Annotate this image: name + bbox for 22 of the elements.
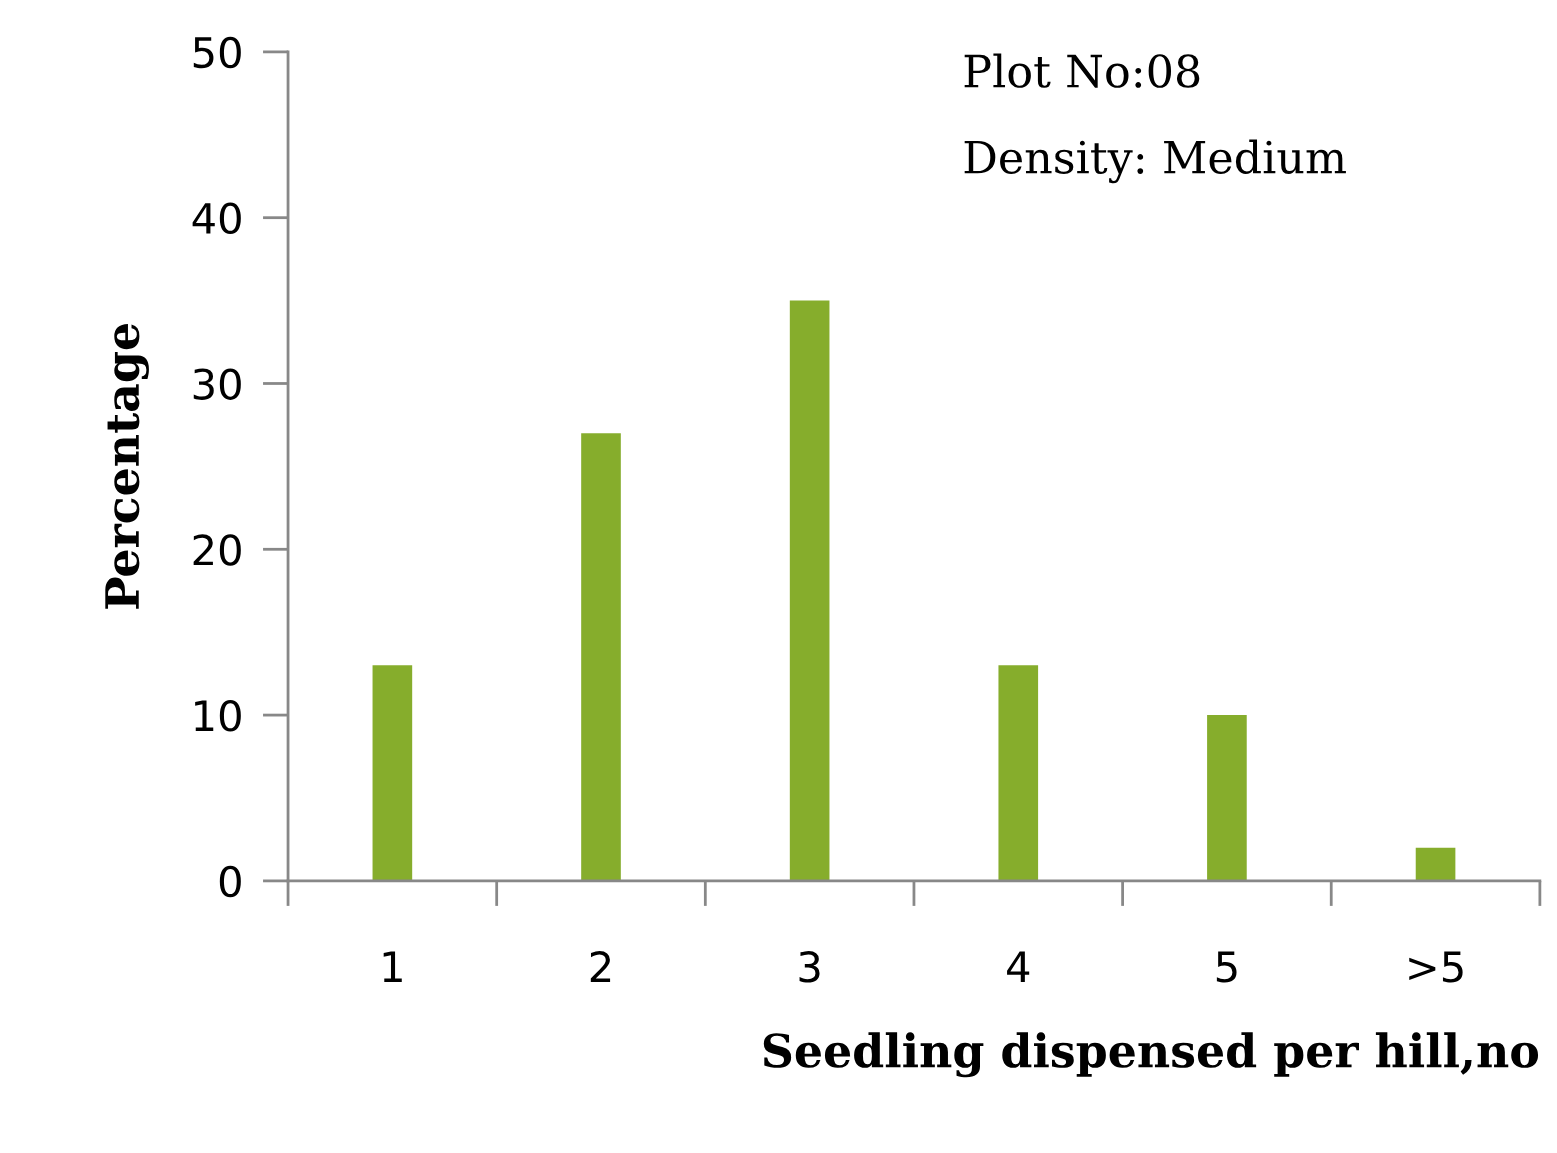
x-tick-label: 4 xyxy=(1007,951,1030,982)
x-axis-title: Seedling dispensed per hill,no xyxy=(763,1032,1539,1078)
y-tick-label: 50 xyxy=(193,36,241,69)
y-tick-label: 0 xyxy=(219,865,241,898)
y-tick-label: 30 xyxy=(193,368,241,400)
x-tick-label: >5 xyxy=(1409,951,1463,983)
bar xyxy=(1207,715,1247,881)
bar xyxy=(998,665,1039,881)
x-tick-label: 2 xyxy=(590,951,611,982)
annotation: Plot No:08 xyxy=(964,53,1200,88)
y-axis-title: Percentage xyxy=(105,323,149,609)
x-tick-label: 5 xyxy=(1216,951,1237,983)
bar xyxy=(581,433,621,881)
bar xyxy=(1415,847,1456,881)
bar xyxy=(789,300,830,881)
x-tick-label: 1 xyxy=(383,951,402,982)
y-tick-label: 10 xyxy=(195,700,241,732)
bar xyxy=(372,665,413,881)
annotation: Density: Medium xyxy=(964,139,1346,184)
y-tick-label: 40 xyxy=(192,202,241,235)
x-tick-label: 3 xyxy=(799,951,820,983)
y-tick-label: 20 xyxy=(193,534,241,566)
